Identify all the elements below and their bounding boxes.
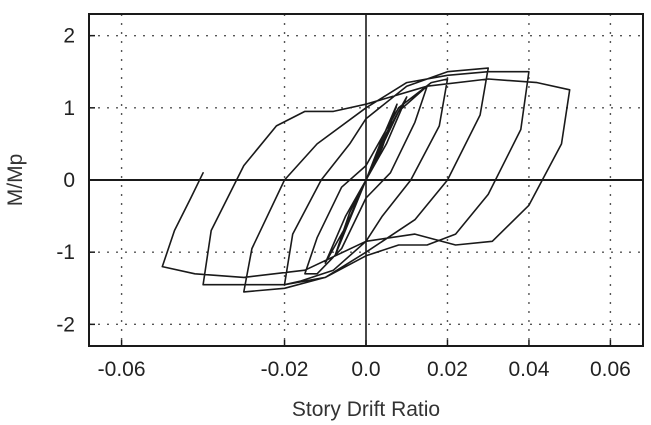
x-tick-label: 0.02 [427,358,468,381]
x-tick-label: 0.06 [590,358,631,381]
plot-series [161,67,571,293]
grid [89,14,643,346]
y-tick-label: 0 [63,169,75,192]
x-tick-label: -0.06 [98,358,146,381]
x-tick-label: -0.02 [261,358,309,381]
x-axis-title: Story Drift Ratio [292,398,440,421]
y-tick-label: -1 [56,241,75,264]
y-tick-label: 1 [63,97,75,120]
y-tick-label: 2 [63,25,75,48]
x-tick-label: 0.0 [351,358,380,381]
y-tick-labels: -2 -1 0 1 2 [56,25,95,336]
x-tick-label: 0.04 [509,358,550,381]
series-line-0 [161,67,571,293]
y-tick-label: -2 [56,313,75,336]
y-axis-title: M/Mp [4,154,27,207]
x-tick-labels: -0.06 -0.02 0.0 0.02 0.04 0.06 [98,340,631,381]
